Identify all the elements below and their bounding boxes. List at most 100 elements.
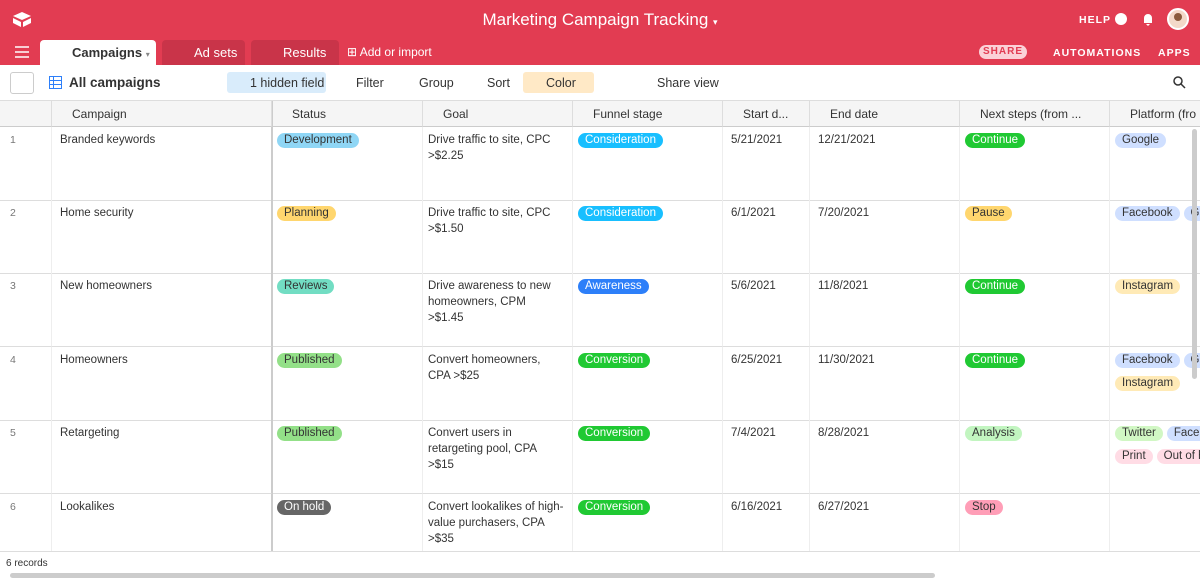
platform-cell: FacebookGo bbox=[1110, 200, 1200, 274]
notifications[interactable] bbox=[1141, 12, 1155, 26]
start-date: 6/16/2021 bbox=[731, 499, 804, 515]
start-cell: 7/4/2021 bbox=[723, 420, 810, 494]
status-cell: Reviews bbox=[272, 273, 423, 347]
footer: 6 records bbox=[0, 551, 1200, 581]
goal: Convert lookalikes of high-value purchas… bbox=[428, 499, 564, 547]
menu[interactable] bbox=[15, 46, 29, 58]
row-number: 2 bbox=[0, 200, 52, 274]
funnel-cell: Awareness bbox=[573, 273, 723, 347]
scrollbar bbox=[10, 573, 935, 578]
record-count: 6 records bbox=[6, 558, 48, 569]
pill: Consideration bbox=[578, 206, 663, 221]
goal: Convert homeowners, CPA >$25 bbox=[428, 352, 564, 384]
column-header: Status bbox=[272, 101, 423, 127]
platform-cell: TwitterFacebPrintOut of h bbox=[1110, 420, 1200, 494]
platform-cell: Instagram bbox=[1110, 273, 1200, 347]
status-cell: Planning bbox=[272, 200, 423, 274]
toolbar bbox=[0, 65, 1200, 101]
apps[interactable]: APPS bbox=[1158, 47, 1191, 59]
next-steps-cell: Stop bbox=[960, 494, 1110, 551]
pill: Stop bbox=[965, 500, 1003, 515]
hidden-fields-label: 1 hidden field bbox=[250, 76, 324, 90]
add-tab[interactable]: ⊞ Add or import bbox=[347, 45, 432, 59]
next-steps-cell: Continue bbox=[960, 347, 1110, 421]
end-cell: 8/28/2021 bbox=[810, 420, 960, 494]
start-date: 7/4/2021 bbox=[731, 425, 804, 441]
goal: Drive traffic to site, CPC >$1.50 bbox=[428, 205, 564, 237]
end-cell: 11/8/2021 bbox=[810, 273, 960, 347]
start-cell: 6/1/2021 bbox=[723, 200, 810, 274]
help[interactable]: HELP bbox=[1079, 14, 1111, 26]
next-steps-cell: Pause bbox=[960, 200, 1110, 274]
campaign: Homeowners bbox=[60, 352, 266, 368]
end-date: 7/20/2021 bbox=[818, 205, 954, 221]
automations[interactable]: AUTOMATIONS bbox=[1053, 47, 1141, 59]
campaign-cell: Home security bbox=[52, 200, 272, 274]
end-date: 11/30/2021 bbox=[818, 352, 954, 368]
start-cell: 6/25/2021 bbox=[723, 347, 810, 421]
goal: Convert users in retargeting pool, CPA >… bbox=[428, 425, 564, 473]
goal: Drive awareness to new homeowners, CPM >… bbox=[428, 278, 564, 326]
pill: Analysis bbox=[965, 426, 1022, 441]
pill: Out of h bbox=[1157, 449, 1200, 464]
funnel-cell: Conversion bbox=[573, 347, 723, 421]
end-cell: 6/27/2021 bbox=[810, 494, 960, 551]
goal-cell: Convert lookalikes of high-value purchas… bbox=[423, 494, 573, 551]
campaign-cell: New homeowners bbox=[52, 273, 272, 347]
pill: Google bbox=[1115, 133, 1166, 148]
column-header: Start d... bbox=[723, 101, 810, 127]
end-cell: 7/20/2021 bbox=[810, 200, 960, 274]
goal-cell: Drive awareness to new homeowners, CPM >… bbox=[423, 273, 573, 347]
platform-cell bbox=[1110, 494, 1200, 551]
column-header: Goal bbox=[423, 101, 573, 127]
campaign: New homeowners bbox=[60, 278, 266, 294]
pill: Awareness bbox=[578, 279, 649, 294]
campaign-cell: Branded keywords bbox=[52, 127, 272, 201]
end-cell: 12/21/2021 bbox=[810, 127, 960, 201]
column-header: Platform (fro bbox=[1110, 101, 1200, 127]
tab[interactable]: Ad sets bbox=[162, 40, 245, 65]
next-steps-cell: Continue bbox=[960, 127, 1110, 201]
pill: Facebook bbox=[1115, 353, 1180, 368]
goal-cell: Drive traffic to site, CPC >$1.50 bbox=[423, 200, 573, 274]
avatar[interactable] bbox=[1167, 8, 1189, 30]
end-date: 8/28/2021 bbox=[818, 425, 954, 441]
column-header: Campaign bbox=[52, 101, 272, 127]
pill: Facebook bbox=[1115, 206, 1180, 221]
share-button[interactable]: SHARE bbox=[979, 45, 1027, 59]
pill: Pause bbox=[965, 206, 1012, 221]
funnel-cell: Conversion bbox=[573, 420, 723, 494]
goal-cell: Convert homeowners, CPA >$25 bbox=[423, 347, 573, 421]
pill: Print bbox=[1115, 449, 1153, 464]
end-date: 11/8/2021 bbox=[818, 278, 954, 294]
sort[interactable]: Sort bbox=[487, 76, 510, 90]
platform-cell: Google bbox=[1110, 127, 1200, 201]
start-cell: 5/6/2021 bbox=[723, 273, 810, 347]
tab[interactable]: Campaigns ▾ bbox=[40, 40, 156, 65]
filter[interactable]: Filter bbox=[356, 76, 384, 90]
sidebar-toggle[interactable] bbox=[10, 72, 34, 94]
pill: Continue bbox=[965, 353, 1025, 368]
help-icon[interactable] bbox=[1114, 12, 1128, 26]
tab[interactable]: Results bbox=[251, 40, 339, 65]
campaign: Home security bbox=[60, 205, 266, 221]
search[interactable] bbox=[1173, 76, 1186, 89]
pill: Planning bbox=[277, 206, 336, 221]
frozen-divider bbox=[272, 101, 273, 551]
pill: Continue bbox=[965, 279, 1025, 294]
row-number: 3 bbox=[0, 273, 52, 347]
status-cell: Published bbox=[272, 347, 423, 421]
color-label: Color bbox=[546, 76, 576, 90]
end-date: 6/27/2021 bbox=[818, 499, 954, 515]
share-view[interactable]: Share view bbox=[657, 76, 719, 90]
start-cell: 6/16/2021 bbox=[723, 494, 810, 551]
base-title[interactable]: Marketing Campaign Tracking ▾ bbox=[0, 10, 1200, 30]
group[interactable]: Group bbox=[419, 76, 454, 90]
pill: Conversion bbox=[578, 500, 650, 515]
column-header: Next steps (from ... bbox=[960, 101, 1110, 127]
view-name[interactable]: All campaigns bbox=[69, 75, 161, 90]
start-date: 6/1/2021 bbox=[731, 205, 804, 221]
campaign: Lookalikes bbox=[60, 499, 266, 515]
pill: On hold bbox=[277, 500, 331, 515]
